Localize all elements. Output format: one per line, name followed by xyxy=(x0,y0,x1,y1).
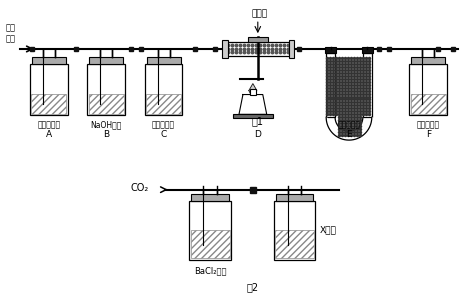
Text: E: E xyxy=(346,130,352,139)
Bar xyxy=(325,47,336,53)
Text: 图1: 图1 xyxy=(252,116,264,126)
Text: D: D xyxy=(255,130,261,139)
Bar xyxy=(326,53,335,117)
Bar xyxy=(146,94,181,114)
Text: 图2: 图2 xyxy=(247,282,259,292)
Bar xyxy=(411,94,446,114)
Text: 混合
气体: 混合 气体 xyxy=(5,23,15,43)
Bar xyxy=(273,200,315,260)
Text: CO₂: CO₂ xyxy=(130,183,149,193)
Text: 澄清石灰水: 澄清石灰水 xyxy=(152,120,175,129)
Bar xyxy=(32,57,65,64)
Text: 氧化铜: 氧化铜 xyxy=(252,9,268,18)
Text: 澄清石灰水: 澄清石灰水 xyxy=(417,120,440,129)
Text: NaOH溶液: NaOH溶液 xyxy=(91,120,122,129)
Text: B: B xyxy=(103,130,109,139)
Polygon shape xyxy=(239,95,267,114)
Bar xyxy=(145,64,182,115)
Bar xyxy=(410,64,447,115)
Text: A: A xyxy=(46,130,52,139)
Text: 无水硫酸铜: 无水硫酸铜 xyxy=(337,120,361,129)
Bar xyxy=(250,89,256,95)
Bar xyxy=(363,53,372,117)
Bar xyxy=(276,194,313,200)
Bar xyxy=(233,114,273,118)
Bar xyxy=(31,94,66,114)
Bar xyxy=(190,200,231,260)
Bar xyxy=(89,94,124,114)
Bar xyxy=(147,57,181,64)
Text: X试剂: X试剂 xyxy=(319,226,336,235)
Text: F: F xyxy=(426,130,431,139)
Bar xyxy=(362,47,373,53)
Polygon shape xyxy=(249,84,257,95)
Bar xyxy=(289,40,294,58)
Bar xyxy=(225,42,292,56)
Text: BaCl₂溶液: BaCl₂溶液 xyxy=(194,266,227,275)
Bar xyxy=(248,37,268,42)
Bar xyxy=(222,40,228,58)
Text: C: C xyxy=(161,130,167,139)
Bar xyxy=(191,230,229,258)
Bar xyxy=(90,57,123,64)
Bar xyxy=(275,230,314,258)
Bar xyxy=(30,64,68,115)
Text: 澄清石灰水: 澄清石灰水 xyxy=(37,120,60,129)
Bar xyxy=(191,194,229,200)
Bar xyxy=(87,64,125,115)
Bar xyxy=(411,57,445,64)
